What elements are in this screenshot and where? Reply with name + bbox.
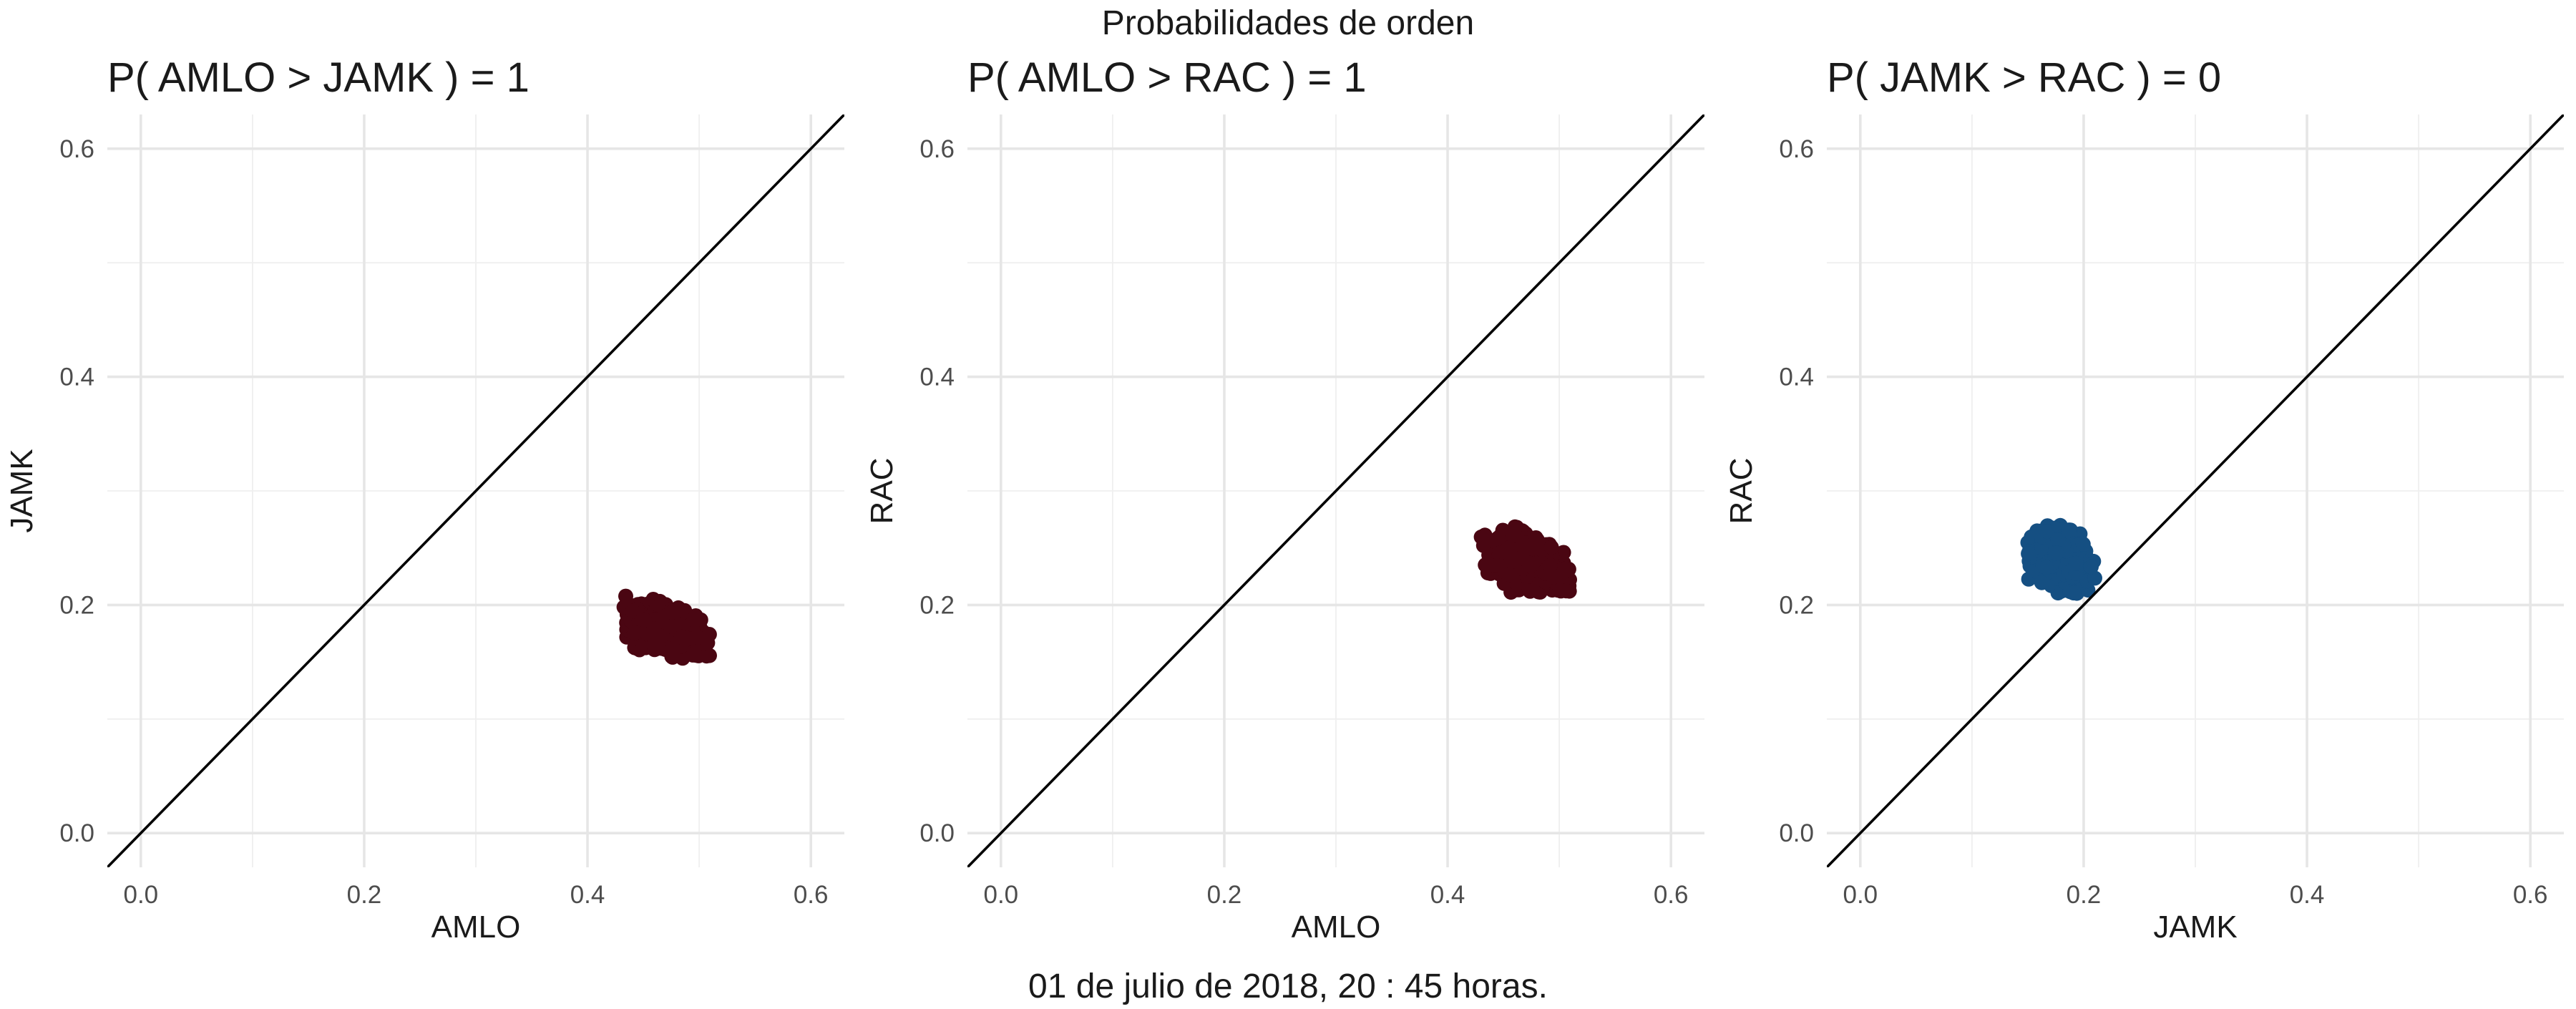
y-tick-label: 0.0 xyxy=(1779,819,1814,847)
scatter-point xyxy=(2075,536,2091,552)
major-gridlines xyxy=(107,114,844,867)
x-tick-label: 0.6 xyxy=(2513,881,2548,909)
panel-3: 0.0 0.2 0.4 0.6 0.0 0.2 0.4 0.6 P( JAMK > RAC ) … xyxy=(1724,54,2564,945)
scatter-point xyxy=(1525,541,1541,557)
y-tick-label: 0.4 xyxy=(919,364,955,391)
scatter-point xyxy=(2066,585,2082,601)
scatter-point xyxy=(690,630,706,645)
reference-line-y-equals-x xyxy=(107,114,844,867)
x-tick-label: 0.0 xyxy=(983,881,1018,909)
x-axis-title: AMLO xyxy=(1292,910,1381,945)
scatter-point xyxy=(1479,534,1495,550)
x-tick-label: 0.2 xyxy=(1207,881,1242,909)
scatter-point xyxy=(1478,557,1493,572)
panel-title: P( AMLO > JAMK ) = 1 xyxy=(107,54,530,101)
major-gridlines xyxy=(1827,114,2564,867)
scatter-point xyxy=(702,648,717,663)
scatter-point xyxy=(1505,525,1521,541)
y-axis-title: RAC xyxy=(864,458,899,525)
scatter-point xyxy=(2050,532,2066,547)
scatter-point xyxy=(2039,560,2054,575)
scatter-points xyxy=(2020,517,2102,601)
scatter-points xyxy=(1473,519,1577,600)
scatter-point xyxy=(2061,522,2077,538)
x-tick-label: 0.2 xyxy=(2067,881,2102,909)
scatter-point xyxy=(688,608,703,623)
figure-caption: 01 de julio de 2018, 20 : 45 horas. xyxy=(1028,967,1548,1005)
y-axis-title: JAMK xyxy=(4,449,39,532)
x-tick-label: 0.4 xyxy=(2290,881,2325,909)
y-tick-label: 0.6 xyxy=(59,135,94,163)
scatter-point xyxy=(1558,583,1574,599)
y-tick-label: 0.0 xyxy=(919,819,955,847)
scatter-point xyxy=(1543,557,1558,573)
scatter-point xyxy=(701,627,717,642)
x-tick-label: 0.0 xyxy=(123,881,158,909)
scatter-point xyxy=(627,625,643,641)
x-tick-label: 0.0 xyxy=(1843,881,1878,909)
y-axis-title: RAC xyxy=(1724,458,1759,525)
x-tick-label: 0.4 xyxy=(570,881,605,909)
y-tick-label: 0.6 xyxy=(1779,135,1814,163)
scatter-point xyxy=(1522,583,1538,599)
y-tick-label: 0.6 xyxy=(919,135,955,163)
scatter-point xyxy=(1502,567,1518,583)
y-tick-label: 0.4 xyxy=(59,364,94,391)
panel-title: P( JAMK > RAC ) = 0 xyxy=(1827,54,2221,101)
scatter-point xyxy=(2068,555,2084,571)
scatter-point xyxy=(678,632,694,647)
y-tick-label: 0.2 xyxy=(59,591,94,619)
scatter-point xyxy=(1488,557,1504,573)
scatter-point xyxy=(2084,559,2099,575)
scatter-point xyxy=(2034,540,2050,555)
figure-title: Probabilidades de orden xyxy=(1102,4,1474,42)
y-tick-label: 0.2 xyxy=(919,591,955,619)
x-tick-label: 0.6 xyxy=(794,881,829,909)
x-axis-title: JAMK xyxy=(2153,910,2237,945)
scatter-point xyxy=(625,603,640,619)
major-gridlines xyxy=(967,114,1704,867)
x-tick-label: 0.6 xyxy=(1654,881,1689,909)
y-tick-label: 0.2 xyxy=(1779,591,1814,619)
x-axis-title: AMLO xyxy=(431,910,521,945)
panel-title: P( AMLO > RAC ) = 1 xyxy=(967,54,1367,101)
scatter-point xyxy=(1503,552,1519,568)
scatter-point xyxy=(1523,558,1538,574)
panel-2: 0.0 0.2 0.4 0.6 0.0 0.2 0.4 0.6 P( AMLO > RAC ) … xyxy=(864,54,1704,945)
scatter-point xyxy=(1546,569,1561,585)
scatter-points xyxy=(616,588,717,666)
reference-line-y-equals-x xyxy=(1827,114,2564,867)
x-tick-label: 0.4 xyxy=(1430,881,1465,909)
x-tick-label: 0.2 xyxy=(347,881,382,909)
scatter-point xyxy=(2021,546,2036,562)
scatter-point xyxy=(2034,575,2049,590)
minor-gridlines xyxy=(967,114,1704,867)
scatter-point xyxy=(2087,570,2102,586)
panels-container: 0.0 0.2 0.4 0.6 0.0 0.2 0.4 0.6 P( AMLO > JAMK )… xyxy=(4,54,2564,945)
scatter-point xyxy=(2039,524,2054,540)
scatter-point xyxy=(1543,540,1559,555)
scatter-point xyxy=(646,620,662,636)
y-tick-label: 0.0 xyxy=(59,819,94,847)
reference-line-y-equals-x xyxy=(967,114,1704,867)
scatter-point xyxy=(686,646,702,662)
scatter-point xyxy=(1501,540,1516,556)
panel-1: 0.0 0.2 0.4 0.6 0.0 0.2 0.4 0.6 P( AMLO > JAMK )… xyxy=(4,54,844,945)
y-tick-label: 0.4 xyxy=(1779,364,1814,391)
scatter-point xyxy=(2049,545,2064,561)
